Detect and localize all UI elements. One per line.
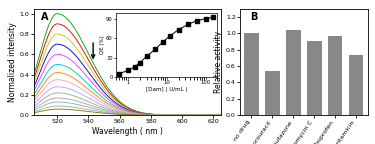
Bar	[328, 36, 342, 115]
X-axis label: Wavelength ( nm ): Wavelength ( nm )	[92, 127, 163, 136]
Bar	[349, 55, 363, 115]
Bar	[265, 71, 280, 115]
Bar	[286, 30, 301, 115]
Y-axis label: Relative activity: Relative activity	[214, 31, 223, 93]
Text: B: B	[250, 12, 258, 22]
Bar	[244, 33, 259, 115]
Y-axis label: Normalized intensity: Normalized intensity	[8, 22, 17, 102]
Text: A: A	[41, 12, 49, 22]
Bar	[307, 41, 321, 115]
